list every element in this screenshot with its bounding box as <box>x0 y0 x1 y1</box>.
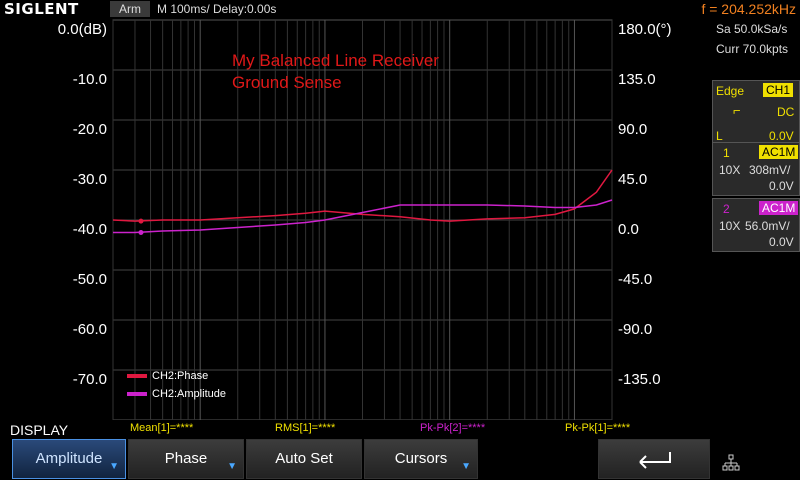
left-axis-tick-label: -50.0 <box>73 271 107 288</box>
left-axis-tick-label: -60.0 <box>73 321 107 338</box>
left-axis-tick-label: -30.0 <box>73 171 107 188</box>
auto-set-button[interactable]: Auto Set <box>246 439 362 479</box>
right-axis-tick-label: 45.0 <box>618 171 647 188</box>
left-axis-tick-label: -20.0 <box>73 121 107 138</box>
return-button[interactable] <box>598 439 710 479</box>
left-axis-tick-label: 0.0(dB) <box>58 21 107 38</box>
channel-1-panel[interactable]: 1 AC1M 10X 308mV/ 0.0V <box>712 142 800 196</box>
measurement-mean-1: Mean[1]=**** <box>130 422 194 434</box>
bode-plot: 0.0(dB) -10.0 -20.0 -30.0 -40.0 -50.0 -60.0 -70… <box>58 19 672 420</box>
channel-2-number: 2 <box>723 202 730 216</box>
amplitude-button[interactable]: Amplitude ▼ <box>12 439 126 479</box>
legend-amplitude-swatch <box>127 392 147 396</box>
left-axis-tick-label: -70.0 <box>73 371 107 388</box>
amplitude-trace <box>113 199 613 234</box>
measurement-pkpk-1: Pk-Pk[1]=**** <box>565 422 631 434</box>
sample-rate: Sa 50.0kSa/s <box>716 22 788 36</box>
legend: CH2:Phase CH2:Amplitude <box>127 370 226 400</box>
right-axis-tick-label: 90.0 <box>618 121 647 138</box>
frequency-counter: f = 204.252kHz <box>701 1 796 17</box>
trigger-level-label: L <box>716 129 723 143</box>
side-panel: Sa 50.0kSa/s Curr 70.0kpts Edge CH1 ⌐ DC… <box>712 18 800 420</box>
trigger-level: 0.0V <box>769 129 794 143</box>
cursors-button-label: Cursors <box>394 450 448 467</box>
legend-phase-label: CH2:Phase <box>152 370 208 382</box>
right-axis-tick-label: -90.0 <box>618 321 652 338</box>
channel-1-probe: 10X <box>719 163 741 177</box>
phase-button-label: Phase <box>164 450 208 467</box>
plot-traces <box>112 169 613 235</box>
down-arrow-icon: ▼ <box>109 461 119 472</box>
left-axis-tick-label: -40.0 <box>73 221 107 238</box>
bottom-menu-bar: DISPLAY Mean[1]=**** RMS[1]=**** Pk-Pk[2… <box>0 420 800 480</box>
amplitude-button-label: Amplitude <box>35 450 103 467</box>
rising-edge-icon: ⌐ <box>733 103 741 118</box>
right-axis-tick-label: 180.0(°) <box>618 21 672 38</box>
phase-trace <box>112 169 613 222</box>
right-axis-tick-label: 135.0 <box>618 71 656 88</box>
siglent-logo: SIGLENT <box>4 0 79 18</box>
channel-2-scale: 56.0mV/ <box>745 219 790 233</box>
down-arrow-icon: ▼ <box>461 461 471 472</box>
measurement-pkpk-2: Pk-Pk[2]=**** <box>420 422 486 434</box>
phase-marker <box>138 218 144 224</box>
channel-1-coupling: AC1M <box>759 145 799 159</box>
phase-button[interactable]: Phase ▼ <box>128 439 244 479</box>
trigger-source: CH1 <box>763 83 794 97</box>
amplitude-marker <box>138 230 144 235</box>
plot-title-line2: Ground Sense <box>232 73 342 92</box>
right-axis-tick-label: -135.0 <box>618 371 661 388</box>
right-axis-tick-label: -45.0 <box>618 271 652 288</box>
return-arrow-icon <box>639 452 671 469</box>
trigger-coupling: DC <box>777 105 795 119</box>
channel-2-probe: 10X <box>719 219 741 233</box>
menu-title: DISPLAY <box>10 422 69 438</box>
channel-2-coupling: AC1M <box>759 201 799 215</box>
channel-1-offset: 0.0V <box>769 179 794 193</box>
timebase-readout[interactable]: M 100ms/ Delay:0.00s <box>157 2 277 16</box>
channel-1-scale: 308mV/ <box>749 163 791 177</box>
cursors-button[interactable]: Cursors ▼ <box>364 439 478 479</box>
network-icon <box>722 454 740 477</box>
measurement-rms-1: RMS[1]=**** <box>275 422 336 434</box>
channel-2-offset: 0.0V <box>769 235 794 249</box>
channel-1-number: 1 <box>723 146 730 160</box>
trigger-mode: Edge <box>716 84 745 98</box>
legend-amplitude-label: CH2:Amplitude <box>152 388 226 400</box>
left-axis-tick-label: -10.0 <box>73 71 107 88</box>
top-status-bar: SIGLENT Arm M 100ms/ Delay:0.00s f = 204… <box>0 0 800 18</box>
auto-set-button-label: Auto Set <box>275 450 333 467</box>
trigger-status: Arm <box>110 1 150 17</box>
channel-2-panel[interactable]: 2 AC1M 10X 56.0mV/ 0.0V <box>712 198 800 252</box>
down-arrow-icon: ▼ <box>227 461 237 472</box>
legend-phase-swatch <box>127 374 147 378</box>
memory-depth: Curr 70.0kpts <box>716 42 789 56</box>
trigger-panel[interactable]: Edge CH1 ⌐ DC L 0.0V <box>712 80 800 148</box>
plot-title-line1: My Balanced Line Receiver <box>232 51 439 70</box>
right-axis-tick-label: 0.0 <box>618 221 639 238</box>
